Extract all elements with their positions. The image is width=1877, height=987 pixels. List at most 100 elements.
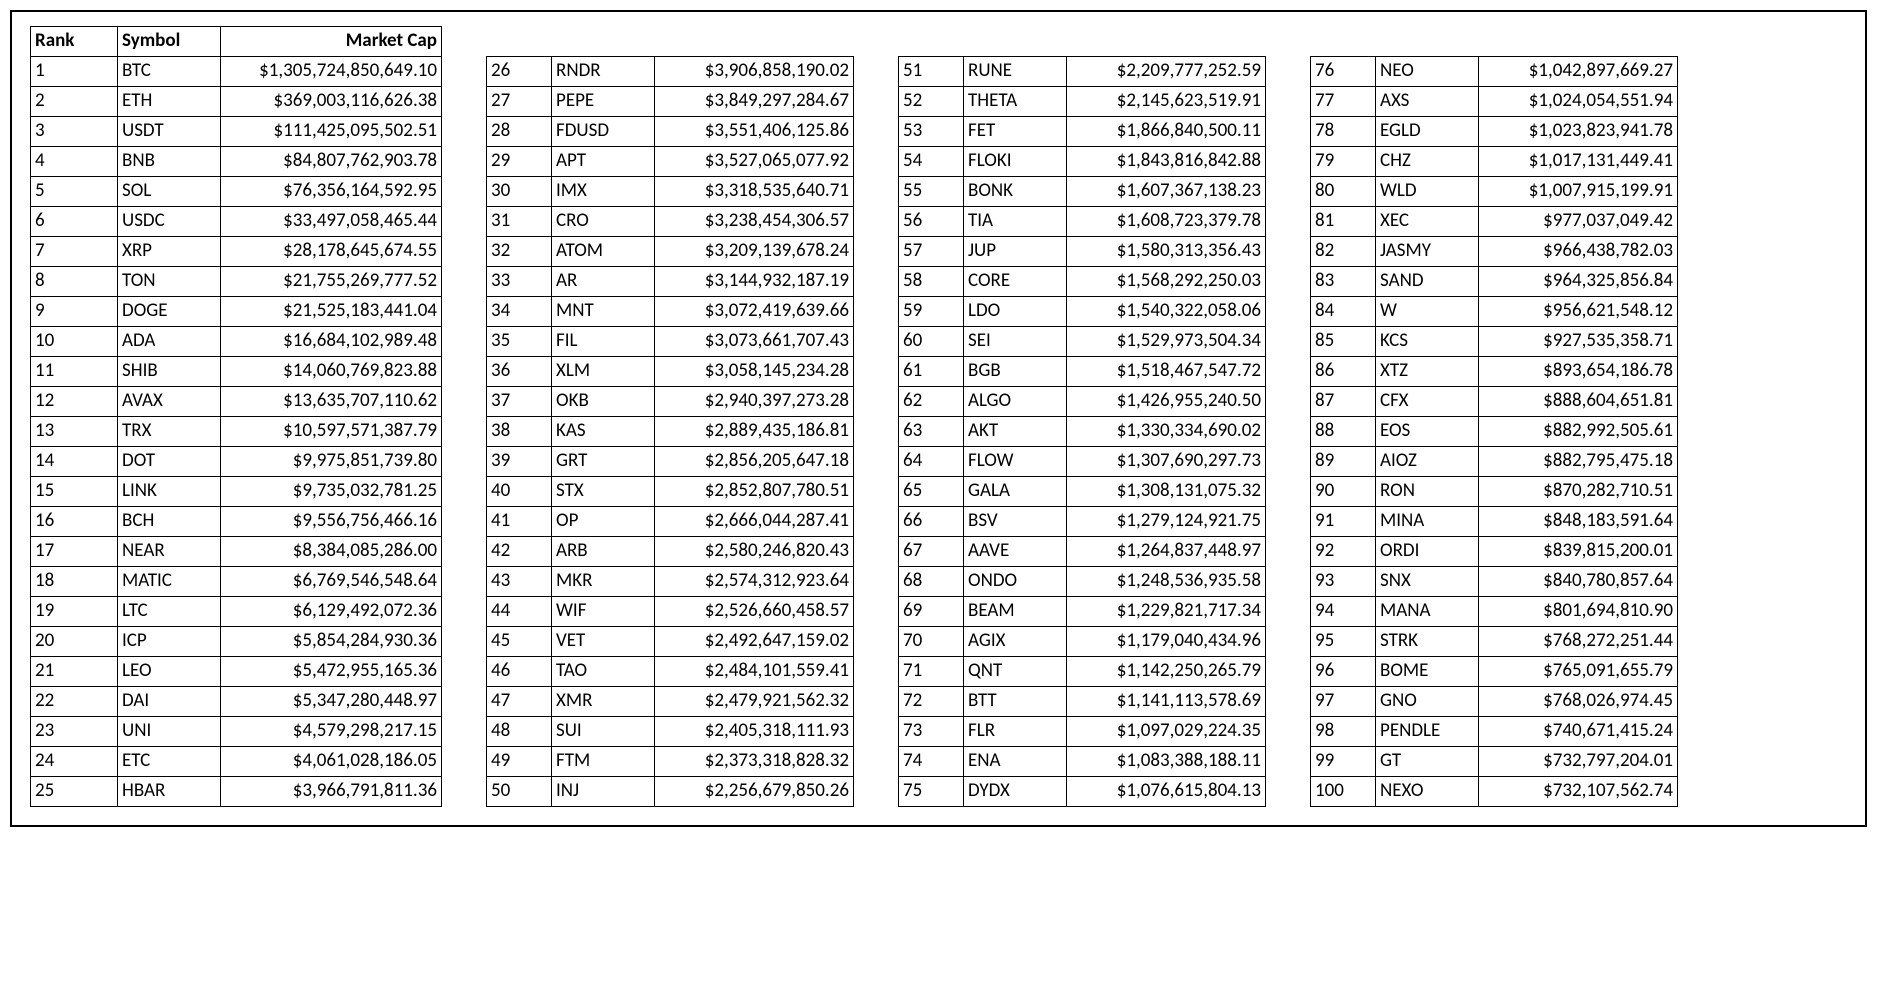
cell-rank: 67 <box>899 537 964 567</box>
cell-rank: 60 <box>899 327 964 357</box>
cell-rank: 8 <box>31 267 118 297</box>
cell-symbol: BNB <box>118 147 221 177</box>
cell-symbol: ADA <box>118 327 221 357</box>
table-row: 96BOME$765,091,655.79 <box>1311 657 1678 687</box>
table-row: 22DAI$5,347,280,448.97 <box>31 687 442 717</box>
cell-market-cap: $1,529,973,504.34 <box>1067 327 1266 357</box>
cell-symbol: BOME <box>1376 657 1479 687</box>
cell-rank: 98 <box>1311 717 1376 747</box>
cell-symbol: TRX <box>118 417 221 447</box>
table-row: 62ALGO$1,426,955,240.50 <box>899 387 1266 417</box>
cell-rank: 57 <box>899 237 964 267</box>
table-row: 67AAVE$1,264,837,448.97 <box>899 537 1266 567</box>
table-row: 84W$956,621,548.12 <box>1311 297 1678 327</box>
table-row: 6USDC$33,497,058,465.44 <box>31 207 442 237</box>
table-row: 60SEI$1,529,973,504.34 <box>899 327 1266 357</box>
cell-rank: 35 <box>487 327 552 357</box>
cell-symbol: FLOKI <box>964 147 1067 177</box>
cell-rank: 21 <box>31 657 118 687</box>
cell-market-cap: $882,992,505.61 <box>1479 417 1678 447</box>
table-row: 48SUI$2,405,318,111.93 <box>487 717 854 747</box>
cell-symbol: CRO <box>552 207 655 237</box>
cell-rank: 31 <box>487 207 552 237</box>
cell-market-cap: $9,556,756,466.16 <box>221 507 442 537</box>
table-row: 40STX$2,852,807,780.51 <box>487 477 854 507</box>
cell-rank: 68 <box>899 567 964 597</box>
cell-rank: 54 <box>899 147 964 177</box>
cell-symbol: AKT <box>964 417 1067 447</box>
header-spacer <box>898 26 1266 56</box>
table-row: 42ARB$2,580,246,820.43 <box>487 537 854 567</box>
cell-rank: 16 <box>31 507 118 537</box>
cell-symbol: USDT <box>118 117 221 147</box>
table-row: 97GNO$768,026,974.45 <box>1311 687 1678 717</box>
cell-symbol: BCH <box>118 507 221 537</box>
cell-rank: 64 <box>899 447 964 477</box>
header-symbol: Symbol <box>118 27 221 57</box>
cell-symbol: BEAM <box>964 597 1067 627</box>
cell-symbol: LDO <box>964 297 1067 327</box>
table-row: 5SOL$76,356,164,592.95 <box>31 177 442 207</box>
cell-market-cap: $2,209,777,252.59 <box>1067 57 1266 87</box>
cell-market-cap: $10,597,571,387.79 <box>221 417 442 447</box>
cell-market-cap: $4,579,298,217.15 <box>221 717 442 747</box>
cell-rank: 48 <box>487 717 552 747</box>
cell-market-cap: $768,272,251.44 <box>1479 627 1678 657</box>
table-row: 29APT$3,527,065,077.92 <box>487 147 854 177</box>
table-row: 69BEAM$1,229,821,717.34 <box>899 597 1266 627</box>
table-row: 38KAS$2,889,435,186.81 <box>487 417 854 447</box>
cell-market-cap: $3,906,858,190.02 <box>655 57 854 87</box>
cell-market-cap: $1,568,292,250.03 <box>1067 267 1266 297</box>
cell-market-cap: $2,940,397,273.28 <box>655 387 854 417</box>
table-row: 27PEPE$3,849,297,284.67 <box>487 87 854 117</box>
cell-symbol: FLOW <box>964 447 1067 477</box>
cell-market-cap: $893,654,186.78 <box>1479 357 1678 387</box>
cell-market-cap: $1,097,029,224.35 <box>1067 717 1266 747</box>
cell-rank: 63 <box>899 417 964 447</box>
table-row: 65GALA$1,308,131,075.32 <box>899 477 1266 507</box>
cell-symbol: MNT <box>552 297 655 327</box>
cell-market-cap: $1,308,131,075.32 <box>1067 477 1266 507</box>
cell-rank: 85 <box>1311 327 1376 357</box>
cell-market-cap: $6,769,546,548.64 <box>221 567 442 597</box>
cell-rank: 83 <box>1311 267 1376 297</box>
cell-symbol: DAI <box>118 687 221 717</box>
table-row: 91MINA$848,183,591.64 <box>1311 507 1678 537</box>
cell-market-cap: $1,179,040,434.96 <box>1067 627 1266 657</box>
cell-symbol: CORE <box>964 267 1067 297</box>
cell-symbol: MANA <box>1376 597 1479 627</box>
table-row: 89AIOZ$882,795,475.18 <box>1311 447 1678 477</box>
cell-rank: 73 <box>899 717 964 747</box>
cell-symbol: AGIX <box>964 627 1067 657</box>
cell-symbol: SOL <box>118 177 221 207</box>
cell-rank: 22 <box>31 687 118 717</box>
cell-market-cap: $1,007,915,199.91 <box>1479 177 1678 207</box>
cell-symbol: USDC <box>118 207 221 237</box>
cell-symbol: KCS <box>1376 327 1479 357</box>
cell-market-cap: $2,484,101,559.41 <box>655 657 854 687</box>
cell-symbol: AXS <box>1376 87 1479 117</box>
cell-rank: 87 <box>1311 387 1376 417</box>
table-row: 98PENDLE$740,671,415.24 <box>1311 717 1678 747</box>
cell-market-cap: $1,580,313,356.43 <box>1067 237 1266 267</box>
cell-symbol: FIL <box>552 327 655 357</box>
table-row: 20ICP$5,854,284,930.36 <box>31 627 442 657</box>
table-row: 63AKT$1,330,334,690.02 <box>899 417 1266 447</box>
table-row: 44WIF$2,526,660,458.57 <box>487 597 854 627</box>
table-row: 76NEO$1,042,897,669.27 <box>1311 57 1678 87</box>
cell-market-cap: $1,305,724,850,649.10 <box>221 57 442 87</box>
cell-rank: 75 <box>899 777 964 807</box>
table-row: 94MANA$801,694,810.90 <box>1311 597 1678 627</box>
cell-market-cap: $1,076,615,804.13 <box>1067 777 1266 807</box>
cell-market-cap: $1,023,823,941.78 <box>1479 117 1678 147</box>
cell-symbol: GRT <box>552 447 655 477</box>
cell-rank: 9 <box>31 297 118 327</box>
cell-rank: 71 <box>899 657 964 687</box>
cell-symbol: SEI <box>964 327 1067 357</box>
cell-symbol: BTT <box>964 687 1067 717</box>
cell-market-cap: $84,807,762,903.78 <box>221 147 442 177</box>
cell-market-cap: $21,525,183,441.04 <box>221 297 442 327</box>
cell-rank: 100 <box>1311 777 1376 807</box>
cell-market-cap: $1,426,955,240.50 <box>1067 387 1266 417</box>
cell-rank: 95 <box>1311 627 1376 657</box>
